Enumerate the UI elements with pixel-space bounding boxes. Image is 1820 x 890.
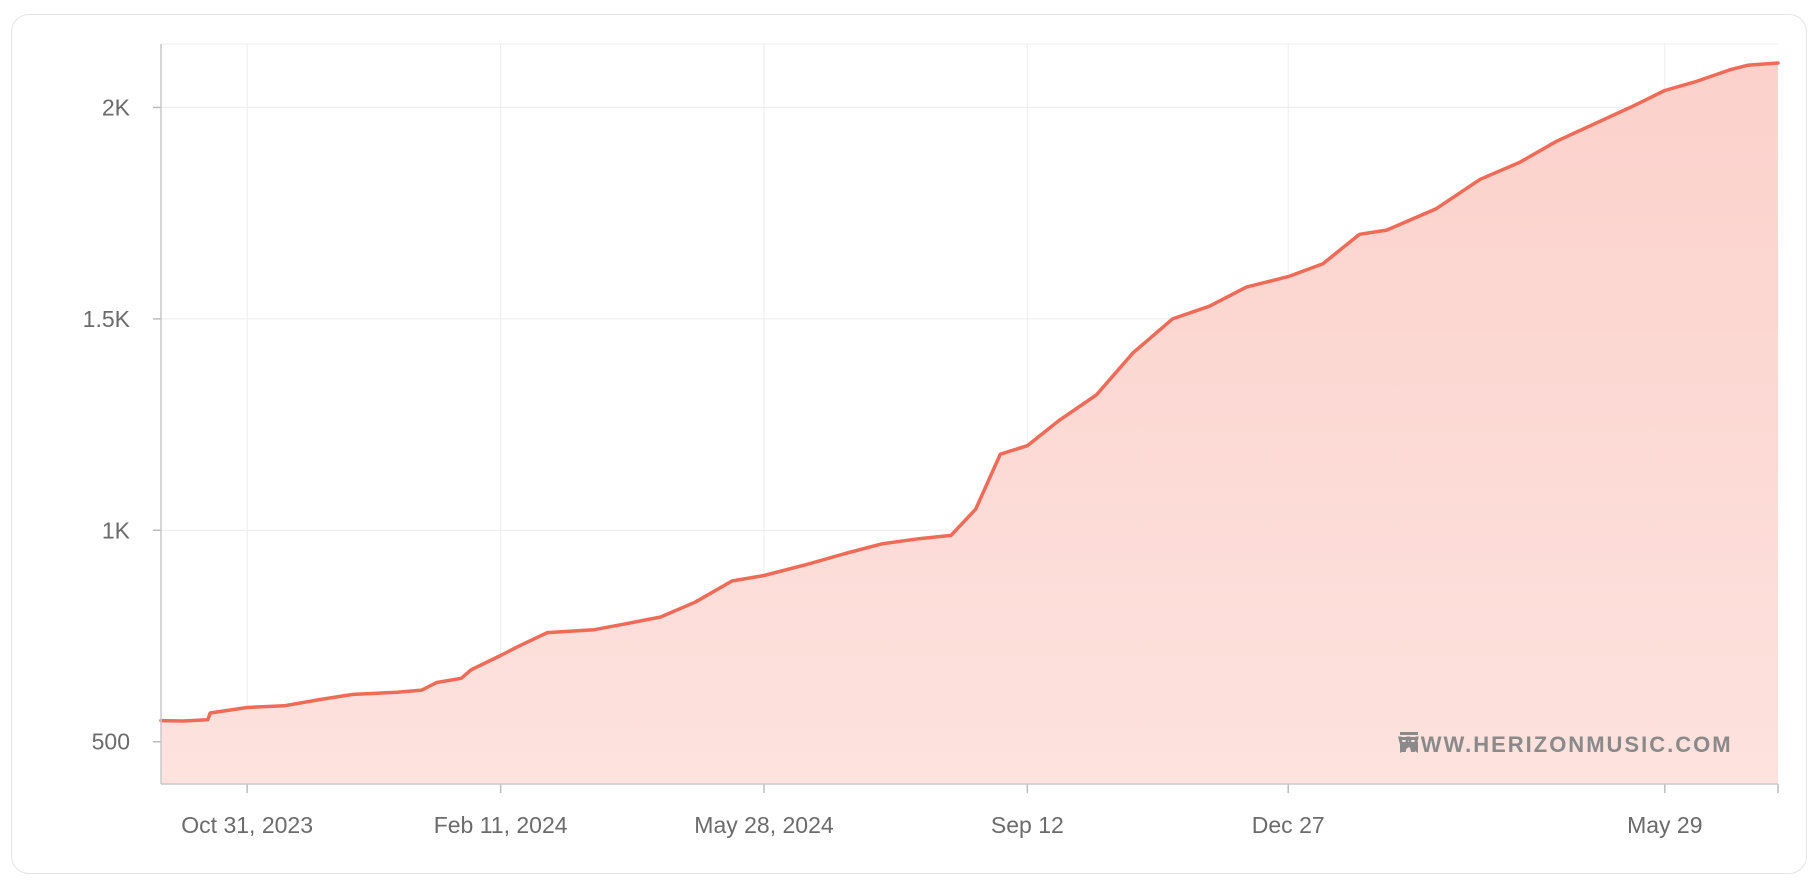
area-series [159,61,1780,784]
x-tick-label: Feb 11, 2024 [434,812,568,838]
x-tick-label: May 28, 2024 [694,812,834,838]
y-tick-label: 500 [92,729,130,755]
y-tick-label: 1.5K [83,306,131,332]
bookmark-icon [1400,732,1418,753]
x-tick-label: Dec 27 [1252,812,1325,838]
x-tick-label: Oct 31, 2023 [181,812,313,838]
y-tick-label: 1K [102,517,131,543]
series-line [159,61,1780,723]
y-tick-label: 2K [102,94,131,120]
axes [153,44,1779,793]
tick-labels: 500 1K 1.5K 2K Oct 31, 2023 Feb 11, 2024 May 2… [83,94,1703,838]
series-area-fill [161,63,1778,784]
x-tick-label: Sep 12 [991,812,1064,838]
x-tick-label: May 29 [1627,812,1702,838]
watermark-text: WWW.HERIZONMUSIC.COM [1398,732,1733,757]
watermark: WWW.HERIZONMUSIC.COM [1398,730,1733,760]
